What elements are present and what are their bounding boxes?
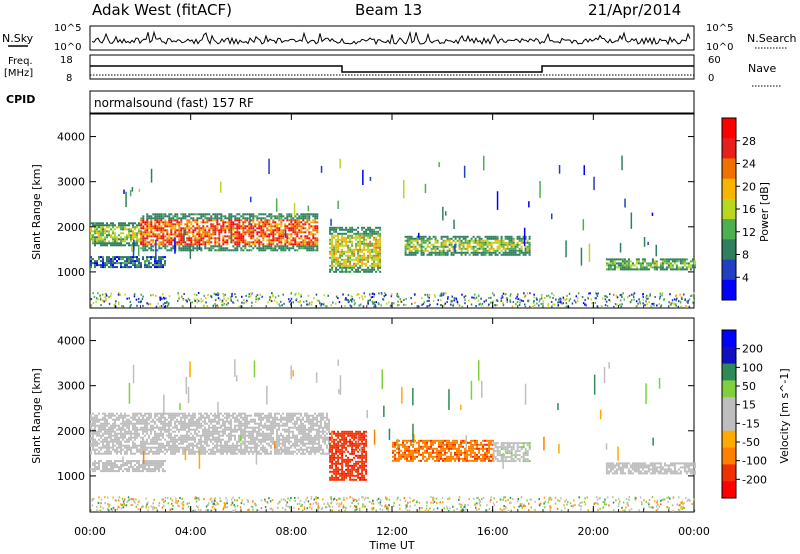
cpid-panel xyxy=(89,90,695,114)
axes: 1000 2000 3000 4000 1000 2000 3000 4000 00:00 04:… xyxy=(57,114,710,538)
x-tick-label: 16:00 xyxy=(477,525,509,538)
freq-tick-bottom: 8 xyxy=(66,73,72,84)
colorbar-segment xyxy=(722,464,736,482)
freq-unit: [MHz] xyxy=(4,68,33,79)
power-colorbar-label: Power [dB] xyxy=(758,182,771,242)
x-tick-label: 00:00 xyxy=(74,525,106,538)
colorbar-segment xyxy=(722,363,736,381)
nsky-tick-top: 10^5 xyxy=(54,23,81,34)
nave-label: Nave xyxy=(748,62,776,75)
colorbar-tick-label: 16 xyxy=(742,203,756,216)
power-noise xyxy=(90,155,695,308)
nsky-trace xyxy=(91,30,691,46)
colorbar-segment xyxy=(722,198,736,220)
power-feature-1 xyxy=(140,213,319,252)
colorbar-tick-label: 15 xyxy=(742,399,756,412)
power-panel xyxy=(89,113,695,309)
colorbar-tick-label: -200 xyxy=(742,473,767,486)
colorbar-tick-label: -50 xyxy=(742,436,760,449)
y-tick-label: 4000 xyxy=(57,335,85,348)
nsky-tick-bottom: 10^0 xyxy=(54,42,81,53)
beam-title: Beam 13 xyxy=(355,1,422,19)
power-heatmap xyxy=(90,155,696,308)
velocity-colorbar: 200 100 50 15 -15 -50 -100 -200 xyxy=(721,329,767,499)
y-tick-label: 1000 xyxy=(57,266,85,279)
colorbar-tick-label: 20 xyxy=(742,180,756,193)
colorbar-segment xyxy=(722,414,736,432)
velocity-feature-0 xyxy=(90,412,330,455)
nsky-label: N.Sky xyxy=(2,32,34,45)
y-tick-label: 1000 xyxy=(57,470,85,483)
velocity-colorbar-label: Velocity [m s^-1] xyxy=(778,368,791,463)
nave-tick-bottom: 0 xyxy=(708,73,714,84)
freq-tick-top: 18 xyxy=(60,55,73,66)
colorbar-segment xyxy=(722,481,736,499)
colorbar-segment xyxy=(722,397,736,415)
colorbar-tick-label: 12 xyxy=(742,226,756,239)
x-tick-label: 12:00 xyxy=(376,525,408,538)
freq-label: Freq. xyxy=(8,56,33,67)
colorbar-segment xyxy=(722,158,736,180)
colorbar-tick-label: 8 xyxy=(742,249,749,262)
y-tick-label: 2000 xyxy=(57,425,85,438)
freq-panel xyxy=(89,54,695,80)
colorbar-segment xyxy=(722,380,736,398)
nave-tick-top: 60 xyxy=(708,55,721,66)
nsky-panel xyxy=(89,25,695,51)
velocity-ylabel: Slant Range [km] xyxy=(30,368,43,464)
power-ylabel: Slant Range [km] xyxy=(30,164,43,260)
colorbar-segment xyxy=(722,219,736,240)
x-tick-label: 08:00 xyxy=(275,525,307,538)
x-tick-label: 20:00 xyxy=(577,525,609,538)
velocity-noise xyxy=(90,359,696,512)
velocity-heatmap xyxy=(90,359,696,512)
date-title: 21/Apr/2014 xyxy=(588,1,681,19)
colorbar-segment xyxy=(722,118,736,139)
power-feature-4 xyxy=(404,235,531,256)
colorbar-segment xyxy=(722,447,736,465)
colorbar-tick-label: 200 xyxy=(742,343,763,356)
cpid-text: normalsound (fast) 157 RF xyxy=(94,96,254,110)
station-title: Adak West (fitACF) xyxy=(92,1,232,19)
nsearch-tick-top: 10^5 xyxy=(706,23,733,34)
velocity-panel xyxy=(89,317,695,513)
velocity-feature-2 xyxy=(329,430,368,481)
colorbar-segment xyxy=(722,430,736,449)
power-feature-3 xyxy=(329,226,382,273)
colorbar-segment xyxy=(722,346,736,365)
colorbar-segment xyxy=(722,138,736,159)
y-tick-label: 3000 xyxy=(57,176,85,189)
colorbar-tick-label: 28 xyxy=(742,135,756,148)
colorbar-tick-label: -15 xyxy=(742,417,760,430)
colorbar-tick-label: -100 xyxy=(742,455,767,468)
velocity-feature-1 xyxy=(90,460,166,473)
y-tick-label: 2000 xyxy=(57,221,85,234)
y-tick-label: 4000 xyxy=(57,131,85,144)
velocity-feature-3 xyxy=(392,439,494,462)
y-tick-label: 3000 xyxy=(57,380,85,393)
colorbar-tick-label: 100 xyxy=(742,361,763,374)
colorbar-tick-label: 4 xyxy=(742,271,749,284)
x-axis-label: Time UT xyxy=(368,539,414,552)
colorbar-segment xyxy=(722,239,736,260)
x-tick-label: 04:00 xyxy=(175,525,207,538)
power-feature-5 xyxy=(605,258,696,271)
velocity-feature-5 xyxy=(605,462,696,475)
freq-trace xyxy=(90,65,694,73)
colorbar-tick-label: 50 xyxy=(742,380,756,393)
power-feature-0 xyxy=(90,222,142,247)
colorbar-segment xyxy=(722,178,736,200)
x-tick-label: 00:00 xyxy=(678,525,710,538)
colorbar-segment xyxy=(722,259,736,281)
colorbar-segment xyxy=(722,279,736,301)
power-feature-2 xyxy=(90,256,166,269)
power-colorbar: 28 24 20 16 12 8 4 xyxy=(721,117,756,301)
nsearch-label: N.Search xyxy=(747,32,797,45)
cpid-label: CPID xyxy=(6,93,35,106)
colorbar-segment xyxy=(722,330,736,348)
nsearch-tick-bottom: 10^0 xyxy=(706,42,733,53)
velocity-feature-4 xyxy=(492,442,531,463)
colorbar-tick-label: 24 xyxy=(742,158,756,171)
